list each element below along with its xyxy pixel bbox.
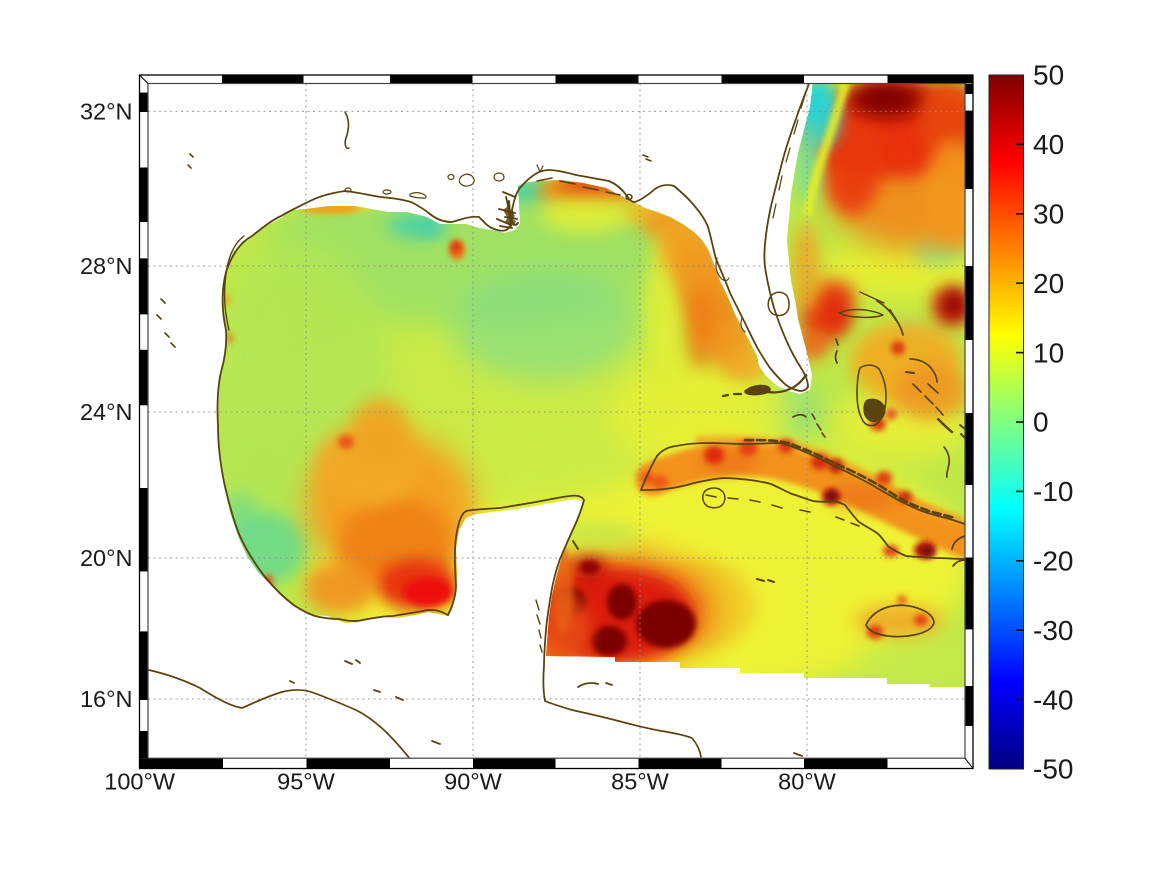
svg-text:-30: -30	[1033, 615, 1073, 646]
svg-text:100°W: 100°W	[104, 769, 176, 795]
svg-text:90°W: 90°W	[444, 769, 503, 795]
svg-text:-50: -50	[1033, 754, 1073, 785]
svg-text:40: 40	[1033, 129, 1064, 160]
svg-text:32°N: 32°N	[80, 99, 133, 125]
svg-text:10: 10	[1033, 337, 1064, 368]
svg-text:28°N: 28°N	[80, 253, 133, 279]
svg-text:-40: -40	[1033, 684, 1073, 715]
svg-text:20°N: 20°N	[80, 545, 133, 571]
svg-text:30: 30	[1033, 199, 1064, 230]
svg-text:80°W: 80°W	[778, 769, 837, 795]
svg-text:16°N: 16°N	[80, 686, 133, 712]
svg-text:24°N: 24°N	[80, 399, 133, 425]
svg-text:20: 20	[1033, 268, 1064, 299]
svg-text:85°W: 85°W	[611, 769, 670, 795]
svg-text:50: 50	[1033, 60, 1064, 91]
svg-text:95°W: 95°W	[277, 769, 336, 795]
svg-text:-10: -10	[1033, 476, 1073, 507]
svg-text:-20: -20	[1033, 546, 1073, 577]
svg-text:0: 0	[1033, 407, 1049, 438]
